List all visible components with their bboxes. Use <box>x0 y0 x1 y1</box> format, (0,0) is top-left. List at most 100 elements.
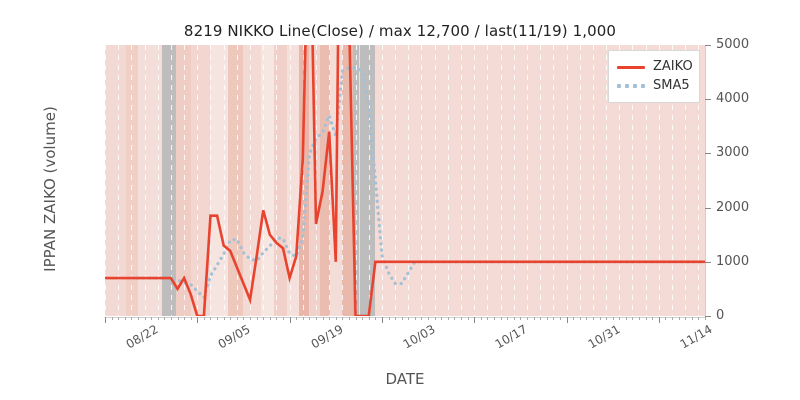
gridline <box>698 45 700 316</box>
x-tick-minor <box>691 317 693 320</box>
x-tick-minor <box>243 317 245 320</box>
x-tick-minor <box>494 317 495 320</box>
x-tick-label: 10/17 <box>492 322 530 352</box>
x-tick-minor <box>705 317 706 320</box>
y-tick <box>705 207 711 209</box>
x-tick-major <box>658 317 660 323</box>
x-tick-minor <box>302 317 304 320</box>
gridline <box>197 45 199 316</box>
x-tick-minor <box>632 317 634 320</box>
x-tick-minor <box>355 317 357 320</box>
gridline <box>553 45 555 316</box>
x-tick-label: 09/05 <box>215 322 253 352</box>
x-tick-minor <box>652 317 654 320</box>
gridline <box>526 45 528 316</box>
x-tick-minor <box>177 317 179 320</box>
x-tick-minor <box>250 317 252 320</box>
x-tick-major <box>566 317 568 323</box>
gridline <box>447 45 449 316</box>
x-tick-minor <box>639 317 641 320</box>
x-tick-minor <box>480 317 482 320</box>
gridline <box>672 45 674 316</box>
y-tick <box>705 45 711 46</box>
x-tick-minor <box>309 317 311 320</box>
x-tick-minor <box>210 317 212 320</box>
gridline <box>144 45 146 316</box>
x-tick-minor <box>322 317 324 320</box>
x-tick-minor <box>118 317 120 320</box>
gridline <box>461 45 463 316</box>
legend-label-zaiko: ZAIKO <box>653 59 693 74</box>
x-tick-minor <box>256 317 258 320</box>
x-tick-minor <box>124 317 126 320</box>
gridline <box>540 45 542 316</box>
x-tick-major <box>474 317 476 323</box>
x-tick-minor <box>375 317 377 320</box>
chart-title: 8219 NIKKO Line(Close) / max 12,700 / la… <box>183 22 617 40</box>
x-tick-minor <box>190 317 192 320</box>
gridline <box>368 45 370 316</box>
x-tick-minor <box>434 317 436 320</box>
gridline <box>619 45 621 316</box>
legend-item-sma5[interactable]: SMA5 <box>617 76 691 95</box>
gridline <box>250 45 252 316</box>
x-tick-minor <box>454 317 456 320</box>
x-tick-minor <box>513 317 515 320</box>
gridline <box>170 45 172 316</box>
legend[interactable]: ZAIKO SMA5 <box>608 50 700 103</box>
legend-swatch-sma5 <box>617 80 645 92</box>
gridline <box>395 45 397 316</box>
background-band <box>105 45 127 316</box>
x-tick-minor <box>592 317 594 320</box>
x-tick-minor <box>612 317 614 320</box>
x-axis-title: DATE <box>385 370 425 388</box>
background-band <box>319 45 331 316</box>
x-tick-minor <box>461 317 463 320</box>
x-tick-minor <box>467 317 469 320</box>
x-tick-minor <box>441 317 443 320</box>
x-tick-minor <box>236 317 238 320</box>
y-tick-label: 2000 <box>716 199 750 215</box>
x-tick-major <box>197 317 199 323</box>
x-tick-minor <box>507 317 509 320</box>
x-tick-minor <box>164 317 166 320</box>
x-tick-minor <box>487 317 489 320</box>
x-tick-minor <box>665 317 667 320</box>
background-band <box>137 45 162 316</box>
background-band <box>227 45 244 316</box>
x-tick-minor <box>342 317 344 320</box>
legend-item-zaiko[interactable]: ZAIKO <box>617 57 693 76</box>
gridline <box>434 45 436 316</box>
y-tick-label: 0 <box>716 308 725 323</box>
gridline <box>606 45 608 316</box>
x-tick-minor <box>599 317 601 320</box>
x-tick-label: 09/19 <box>308 322 346 352</box>
x-tick-minor <box>263 317 265 320</box>
gridline <box>355 45 357 316</box>
x-tick-minor <box>296 317 298 320</box>
x-tick-minor <box>329 317 331 320</box>
y-tick-label: 4000 <box>716 91 750 107</box>
x-tick-label: 10/31 <box>585 322 623 352</box>
x-tick-minor <box>573 317 575 320</box>
x-tick-minor <box>421 317 423 320</box>
x-tick-major <box>105 317 106 323</box>
x-tick-minor <box>315 317 317 320</box>
gridline <box>342 45 344 316</box>
gridline <box>579 45 581 316</box>
gridline <box>105 45 106 316</box>
background-band <box>359 45 376 316</box>
background-band <box>243 45 261 316</box>
legend-label-sma5: SMA5 <box>653 78 690 93</box>
y-tick <box>705 261 711 263</box>
series-layer <box>105 45 705 316</box>
x-tick-minor <box>698 317 700 320</box>
gridline <box>184 45 186 316</box>
series-line-zaiko <box>105 45 705 316</box>
y-tick <box>705 153 711 155</box>
y-tick-label: 1000 <box>716 253 750 269</box>
x-tick-minor <box>151 317 153 320</box>
x-tick-major <box>381 317 383 323</box>
x-tick-minor <box>223 317 225 320</box>
